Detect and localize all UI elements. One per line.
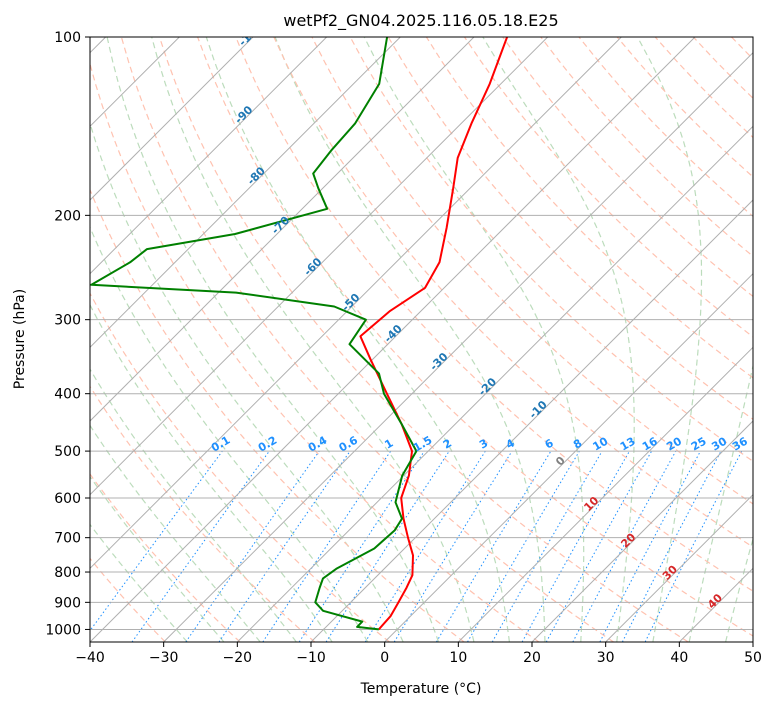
moist-adiabat-line bbox=[106, 37, 440, 642]
dry-adiabat-line bbox=[387, 37, 753, 421]
isotherm-line bbox=[310, 199, 753, 642]
isotherm-line bbox=[236, 125, 753, 642]
dry-adiabat-line bbox=[158, 37, 689, 642]
y-tick-label: 400 bbox=[54, 387, 81, 403]
dry-adiabat-line bbox=[502, 37, 753, 298]
moist-adiabats bbox=[90, 37, 753, 642]
x-tick-label: 10 bbox=[449, 650, 467, 666]
y-tick-label: 200 bbox=[54, 208, 81, 224]
y-tick-label: 900 bbox=[54, 595, 81, 611]
mixing-ratio-line bbox=[545, 450, 653, 642]
moist-adiabat-line bbox=[636, 37, 703, 642]
x-tick-label: −10 bbox=[296, 650, 326, 666]
temperature-profile-line bbox=[359, 37, 509, 631]
x-tick-label: −30 bbox=[149, 650, 179, 666]
moist-adiabat-line bbox=[363, 37, 585, 642]
dry-adiabat-line bbox=[235, 37, 753, 592]
y-tick-label: 700 bbox=[54, 531, 81, 547]
moist-adiabat-line bbox=[90, 368, 297, 642]
mixing-ratio-line bbox=[644, 450, 743, 642]
y-tick-label: 600 bbox=[54, 491, 81, 507]
plot-area bbox=[90, 37, 753, 642]
dry-adiabat-line bbox=[464, 37, 753, 338]
mixing-ratio-line bbox=[262, 450, 392, 642]
moist-adiabat-line bbox=[482, 37, 635, 642]
mixing-ratio-line bbox=[131, 450, 270, 642]
dry-adiabat-line bbox=[425, 37, 753, 379]
isotherm-line bbox=[90, 37, 696, 642]
dry-adiabat-line bbox=[120, 37, 614, 642]
mixing-ratio-line bbox=[218, 450, 351, 642]
x-tick-label: 0 bbox=[380, 650, 389, 666]
x-tick-label: 50 bbox=[744, 650, 762, 666]
mixing-ratio-line bbox=[325, 450, 450, 642]
isotherm-line bbox=[90, 37, 328, 275]
moist-adiabat-line bbox=[151, 37, 475, 642]
moist-adiabat-line bbox=[725, 536, 753, 642]
mixing-ratio-line bbox=[90, 450, 223, 632]
y-tick-label: 800 bbox=[54, 565, 81, 581]
isotherm-line bbox=[163, 51, 753, 642]
isotherm-line bbox=[605, 493, 753, 642]
plot-content: 0.10.20.40.611.52346810131620253036-100-… bbox=[90, 20, 753, 642]
moist-adiabat-line bbox=[90, 121, 404, 642]
sounding-profiles bbox=[90, 37, 509, 631]
x-tick-label: 40 bbox=[670, 650, 688, 666]
moist-adiabat-line bbox=[90, 303, 333, 642]
dry-adiabat-line bbox=[311, 37, 753, 505]
mixing-ratio-line bbox=[185, 450, 320, 642]
isotherm-line bbox=[90, 37, 254, 201]
mixing-ratio-line bbox=[572, 450, 677, 642]
dry-adiabat-line bbox=[90, 292, 390, 642]
plot-frame bbox=[89, 36, 754, 643]
x-axis-ticks: −40 −30 −20 −10 0 10 20 30 40 50 bbox=[75, 642, 762, 666]
isotherm-line bbox=[531, 420, 753, 642]
moist-adiabat-line bbox=[90, 424, 261, 642]
y-tick-label: 1000 bbox=[45, 622, 81, 638]
dry-adiabats bbox=[90, 37, 753, 642]
dry-adiabat-label: -100 bbox=[236, 20, 265, 49]
x-tick-label: −20 bbox=[223, 650, 253, 666]
x-tick-label: 30 bbox=[597, 650, 615, 666]
x-axis-label: Temperature (°C) bbox=[360, 681, 482, 697]
isotherm-line bbox=[90, 37, 549, 496]
y-tick-label: 100 bbox=[54, 30, 81, 46]
moist-adiabat-line bbox=[274, 37, 546, 642]
isotherm-line bbox=[457, 346, 753, 642]
x-tick-label: −40 bbox=[75, 650, 105, 666]
x-tick-label: 20 bbox=[523, 650, 541, 666]
isotherm-line bbox=[90, 37, 401, 349]
dry-adiabat-line bbox=[90, 61, 540, 642]
moist-adiabat-line bbox=[90, 225, 369, 642]
dry-adiabat-line bbox=[349, 37, 753, 462]
moist-adiabat-line bbox=[688, 363, 753, 642]
y-axis-label: Pressure (hPa) bbox=[12, 289, 28, 389]
moist-adiabat-line bbox=[90, 523, 188, 642]
mixing-ratio-line bbox=[298, 450, 425, 642]
moist-adiabat-line bbox=[205, 37, 510, 642]
dewpoint-profile-line bbox=[90, 37, 418, 631]
dry-adiabat-line bbox=[90, 385, 316, 642]
isotherm-line bbox=[384, 272, 753, 642]
dry-adiabat-line bbox=[273, 37, 753, 548]
isotherms bbox=[90, 37, 753, 642]
mixing-ratio-line bbox=[521, 450, 630, 642]
pressure-gridlines bbox=[90, 37, 753, 630]
isotherm-line bbox=[90, 37, 475, 422]
y-tick-label: 300 bbox=[54, 313, 81, 329]
chart-title: wetPf2_GN04.2025.116.05.18.E25 bbox=[283, 11, 558, 31]
dry-adiabat-line bbox=[90, 473, 241, 642]
isotherm-line bbox=[90, 37, 622, 570]
dry-adiabat-line bbox=[90, 188, 465, 642]
y-axis-ticks: 100 200 300 400 500 600 700 800 900 1000 bbox=[45, 30, 90, 638]
y-tick-label: 500 bbox=[54, 444, 81, 460]
